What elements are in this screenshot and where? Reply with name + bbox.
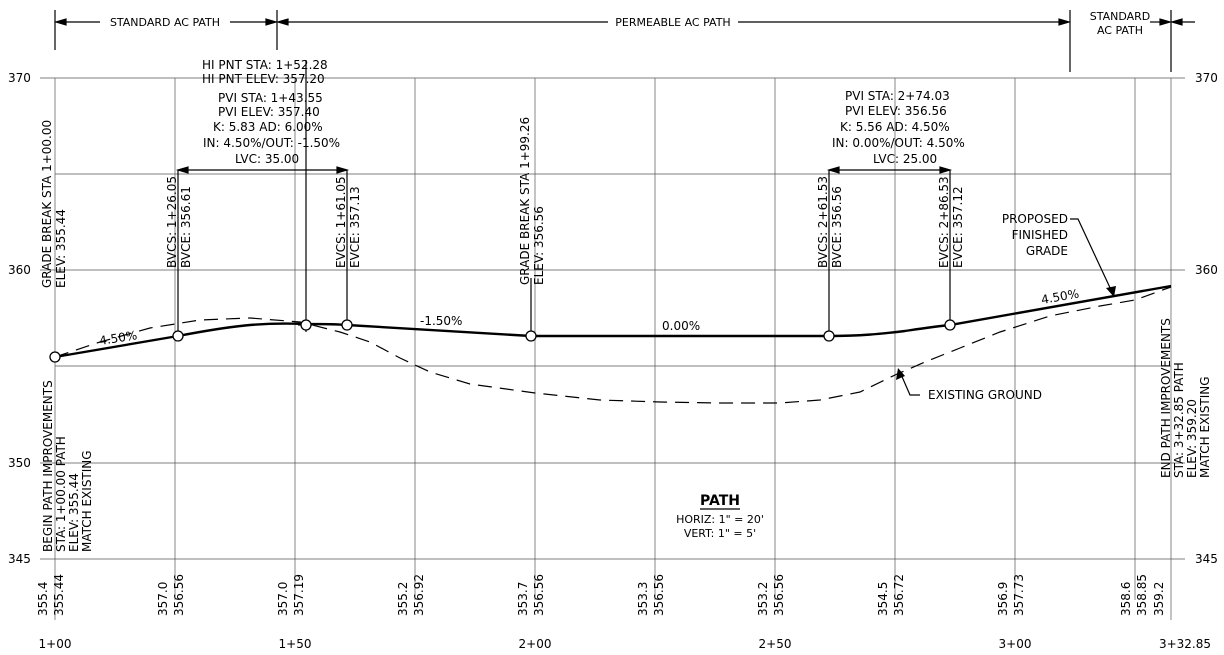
grade-label-1: 4.50%	[98, 328, 138, 348]
vc2-bvce: BVCE: 356.56	[830, 186, 844, 268]
callout-existing-ground: EXISTING GROUND	[928, 388, 1042, 402]
bottom-elevations: 355.4 355.44 357.0 356.56 357.0 357.19 3…	[36, 574, 1166, 616]
station-label-33285: 3+32.85	[1159, 637, 1211, 651]
bottom-proposed-elev: 356.72	[892, 574, 906, 616]
bottom-existing-elev: 353.3	[636, 582, 650, 616]
vc2-in-out: IN: 0.00%/OUT: 4.50%	[832, 136, 965, 150]
profile-scale-vert: VERT: 1" = 5'	[684, 527, 756, 540]
station-label-200: 2+00	[519, 637, 552, 651]
segment-label-left: STANDARD AC PATH	[110, 16, 220, 29]
bottom-proposed-elev: 356.92	[412, 574, 426, 616]
profile-scale-horiz: HORIZ: 1" = 20'	[676, 513, 764, 526]
elev-label-360-left: 360	[8, 263, 31, 277]
vc1-hi-elev: HI PNT ELEV: 357.20	[202, 72, 325, 86]
vc1-k-ad: K: 5.83 AD: 6.00%	[213, 120, 323, 134]
bottom-existing-elev: 355.4	[36, 582, 50, 616]
end-note-1: END PATH IMPROVEMENTS	[1159, 318, 1173, 478]
vc2-evcs: EVCS: 2+86.53	[937, 176, 951, 268]
end-note-2: STA: 3+32.85 PATH	[1172, 362, 1186, 478]
elev-label-370-right: 370	[1195, 71, 1218, 85]
begin-note-3: ELEV: 355.44	[67, 473, 81, 552]
vc1-leaders	[175, 60, 350, 336]
vc2-points	[823, 319, 956, 342]
bottom-existing-elev: 356.9	[996, 582, 1010, 616]
grade-break-2-sta: GRADE BREAK STA 1+99.26	[518, 117, 532, 285]
bottom-proposed-elev: 358.85	[1135, 574, 1149, 616]
begin-note-2: STA: 1+00.00 PATH	[54, 436, 68, 552]
segment-label-right-1: STANDARD	[1090, 10, 1151, 23]
vc1-in-out: IN: 4.50%/OUT: -1.50%	[203, 136, 340, 150]
vc2-lvc: LVC: 25.00	[873, 152, 937, 166]
station-label-100: 1+00	[39, 637, 72, 651]
vc1-hi-sta: HI PNT STA: 1+52.28	[202, 58, 328, 72]
bottom-existing-elev: 357.0	[276, 582, 290, 616]
proposed-arrowhead	[1106, 286, 1116, 297]
bottom-existing-elev: 353.7	[516, 582, 530, 616]
vc1-bvcs: BVCS: 1+26.05	[165, 176, 179, 268]
bottom-proposed-elev: 356.56	[772, 574, 786, 616]
bottom-existing-elev: 353.2	[756, 582, 770, 616]
bottom-proposed-elev: 357.19	[292, 574, 306, 616]
elev-label-345-left: 345	[8, 552, 31, 566]
vc2-evce: EVCE: 357.12	[951, 186, 965, 268]
segment-dimensions	[53, 10, 1195, 72]
begin-note-1: BEGIN PATH IMPROVEMENTS	[41, 380, 55, 552]
bottom-existing-elev: 358.6	[1119, 582, 1133, 616]
elev-label-370-left: 370	[8, 71, 31, 85]
end-note-4: MATCH EXISTING	[1198, 376, 1212, 478]
profile-grid	[40, 77, 1185, 620]
vc2-bvcs: BVCS: 2+61.53	[816, 176, 830, 268]
bottom-proposed-elev: 356.56	[532, 574, 546, 616]
grade-break-1-sta: GRADE BREAK STA 1+00.00	[40, 120, 54, 288]
vc1-evce: EVCE: 357.13	[348, 186, 362, 268]
proposed-grade-line	[54, 284, 1172, 359]
vc1-points	[172, 319, 353, 342]
vc2-pvi-elev: PVI ELEV: 356.56	[845, 104, 947, 118]
vc2-leaders	[826, 166, 953, 336]
callout-leaders	[899, 218, 1113, 396]
bottom-existing-elev: 355.2	[396, 582, 410, 616]
begin-note-4: MATCH EXISTING	[80, 450, 94, 552]
existing-arrowhead	[896, 368, 905, 380]
vc1-pvi-elev: PVI ELEV: 357.40	[218, 105, 320, 119]
vc2-pvi-sta: PVI STA: 2+74.03	[845, 89, 950, 103]
vc1-evcs: EVCS: 1+61.05	[334, 176, 348, 268]
elev-label-350-left: 350	[8, 456, 31, 470]
vc1-pvi-sta: PVI STA: 1+43.55	[218, 91, 323, 105]
vc1-lvc: LVC: 35.00	[235, 152, 299, 166]
bottom-proposed-elev: 356.56	[652, 574, 666, 616]
end-note-3: ELEV: 359.20	[1185, 399, 1199, 478]
segment-label-right-2: AC PATH	[1097, 24, 1143, 37]
elev-label-345-right: 345	[1195, 552, 1218, 566]
existing-ground-line	[54, 286, 1172, 404]
station-label-300: 3+00	[999, 637, 1032, 651]
callout-proposed-2: FINISHED	[1012, 228, 1068, 242]
grade-break-1-elev: ELEV: 355.44	[54, 209, 68, 288]
station-label-150: 1+50	[279, 637, 312, 651]
station-label-250: 2+50	[759, 637, 792, 651]
profile-title: PATH	[700, 493, 740, 509]
bottom-proposed-elev: 357.73	[1012, 574, 1026, 616]
grade-break-points	[49, 330, 537, 363]
grade-label-4: 4.50%	[1040, 287, 1080, 307]
bottom-end-elev: 359.2	[1152, 582, 1166, 616]
bottom-proposed-elev: 355.44	[52, 574, 66, 616]
vc1-bvce: BVCE: 356.61	[179, 186, 193, 268]
grade-label-3: 0.00%	[662, 319, 700, 333]
bottom-proposed-elev: 356.56	[172, 574, 186, 616]
bottom-existing-elev: 354.5	[876, 582, 890, 616]
callout-proposed-3: GRADE	[1026, 244, 1068, 258]
grade-break-2-elev: ELEV: 356.56	[532, 206, 546, 285]
elev-label-360-right: 360	[1195, 263, 1218, 277]
bottom-existing-elev: 357.0	[156, 582, 170, 616]
callout-proposed-1: PROPOSED	[1002, 212, 1068, 226]
vc2-k-ad: K: 5.56 AD: 4.50%	[840, 120, 950, 134]
segment-label-middle: PERMEABLE AC PATH	[615, 16, 730, 29]
grade-label-2: -1.50%	[420, 314, 462, 328]
